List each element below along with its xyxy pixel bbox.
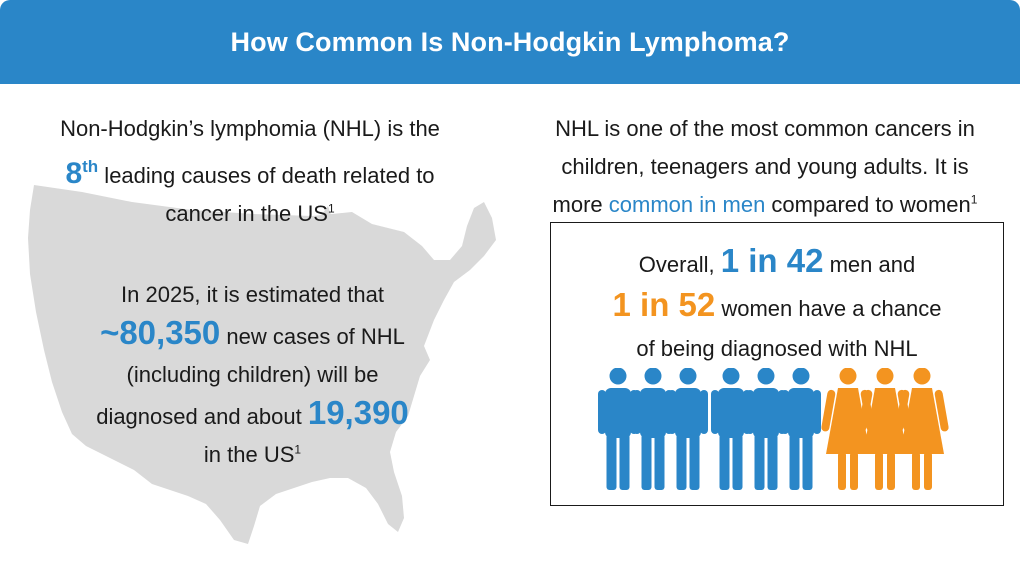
death-rank-suffix: th	[82, 157, 99, 176]
estimate-line3: (including children) will be	[126, 362, 379, 387]
estimate-line4-text: diagnosed and about	[96, 404, 308, 429]
right-intro-text: NHL is one of the most common cancers in…	[510, 110, 1020, 224]
right-intro-line3a: more	[552, 192, 609, 217]
estimate-line2-text: new cases of NHL	[220, 324, 405, 349]
right-intro-reference: 1	[970, 192, 978, 207]
left-intro-line2: 8th leading causes of death related to	[0, 148, 500, 195]
left-intro-line2-text: leading causes of death related to	[98, 163, 435, 188]
stat-line1a: Overall,	[638, 252, 721, 277]
female-person-icon	[894, 368, 950, 490]
diagnosis-stat-box: Overall, 1 in 42 men and 1 in 52 women h…	[550, 222, 1004, 506]
people-pictogram	[598, 368, 950, 490]
male-person-icon	[711, 368, 751, 490]
us-map-icon	[28, 185, 496, 544]
death-rank-number: 8	[65, 157, 83, 190]
new-cases-number: ~80,350	[100, 314, 221, 351]
stat-line3: of being diagnosed with NHL	[636, 336, 918, 361]
estimate-line5: in the US1	[40, 436, 465, 474]
women-ratio: 1 in 52	[612, 286, 716, 323]
left-intro-line1: Non-Hodgkin’s lymphomia (NHL) is the	[60, 116, 440, 141]
deaths-number: 19,390	[307, 394, 409, 431]
male-person-icon	[781, 368, 821, 490]
common-in-men-highlight: common in men	[608, 192, 766, 217]
estimate-line5-text: in the US	[203, 442, 295, 467]
left-intro-line3: cancer in the US1	[0, 195, 500, 233]
stat-line1: Overall, 1 in 42 men and	[551, 241, 1003, 285]
estimate-line2: ~80,350 new cases of NHL	[40, 314, 465, 356]
estimate-line4: diagnosed and about 19,390	[40, 394, 465, 436]
right-intro-line3b: compared to women	[765, 192, 971, 217]
male-person-icon	[633, 368, 673, 490]
male-person-icon	[598, 368, 638, 490]
stat-line2b: women have a chance	[715, 296, 942, 321]
stat-line2: 1 in 52 women have a chance	[551, 285, 1003, 329]
stat-line1b: men and	[823, 252, 916, 277]
header-banner: How Common Is Non-Hodgkin Lymphoma?	[0, 0, 1020, 84]
male-person-icon	[746, 368, 786, 490]
diagnosis-stat-text: Overall, 1 in 42 men and 1 in 52 women h…	[551, 241, 1003, 369]
left-intro-reference: 1	[327, 201, 335, 216]
left-intro-line3-text: cancer in the US	[165, 201, 328, 226]
male-person-icon	[668, 368, 708, 490]
right-intro-line3: more common in men compared to women1	[510, 186, 1020, 224]
right-intro-line1: NHL is one of the most common cancers in	[555, 116, 975, 141]
female-person-icon	[820, 368, 876, 490]
death-rank: 8th	[65, 157, 98, 190]
page-title: How Common Is Non-Hodgkin Lymphoma?	[230, 26, 790, 57]
estimate-text: In 2025, it is estimated that ~80,350 ne…	[40, 276, 465, 474]
left-intro-text: Non-Hodgkin’s lymphomia (NHL) is the 8th…	[0, 110, 500, 233]
estimate-line1: In 2025, it is estimated that	[121, 282, 384, 307]
female-person-icon	[857, 368, 913, 490]
men-ratio: 1 in 42	[720, 242, 824, 279]
right-intro-line2: children, teenagers and young adults. It…	[561, 154, 969, 179]
estimate-reference: 1	[294, 442, 302, 457]
